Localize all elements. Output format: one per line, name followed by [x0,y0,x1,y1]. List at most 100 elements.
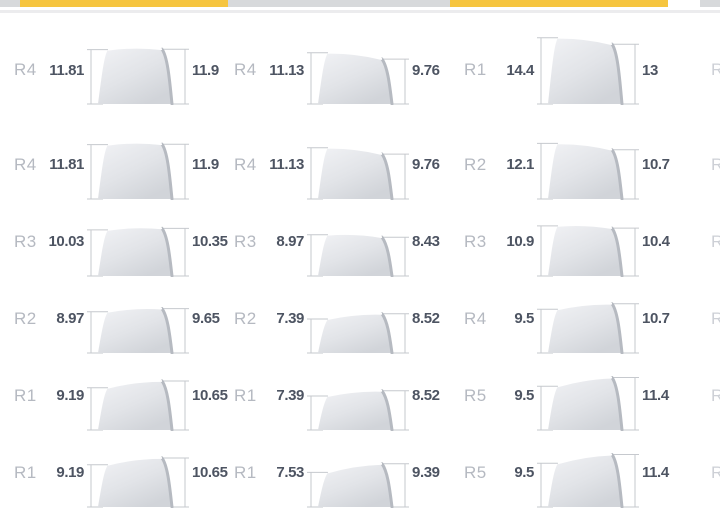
right-height-measurement: 11.9 [192,61,219,79]
keycap-profile-drawing [537,375,639,431]
keycap-shape [318,390,392,430]
left-height-measurement: 10.03 [48,233,84,250]
profile-cell-clipped: R [711,280,720,357]
keycap-shape [318,233,392,276]
right-height-measurement: 9.65 [192,310,220,327]
profile-cell-clipped: R [711,434,720,511]
truncated-header-bar [0,0,720,7]
left-height-measurement: 11.13 [269,156,304,173]
keycap-profile-drawing [307,51,409,105]
right-height-measurement: 8.52 [412,387,440,404]
keycap-profile-drawing [537,36,639,105]
keycap-shape [548,37,622,105]
column-3: R1 14.4 13 R2 12.1 10.7 R3 10.9 10.4 R4 9.5 10.7 R5 9… [452,14,704,511]
right-height-measurement: 10.35 [192,233,228,250]
profile-cell: R4 9.5 10.7 [464,280,704,357]
profile-cell: R3 10.03 10.35 [14,203,254,280]
right-height-measurement: 10.7 [642,156,670,173]
profile-cell-clipped: R [711,203,720,280]
left-height-measurement: 11.81 [49,156,84,173]
profile-cell-clipped: R [711,14,720,126]
row-label: R4 [464,308,487,328]
left-height-measurement: 8.97 [276,233,304,250]
profile-cell: R5 9.5 11.4 [464,434,704,511]
row-label-clipped: R [711,308,720,328]
left-height-measurement: 9.19 [56,464,84,481]
profile-cell: R3 10.9 10.4 [464,203,704,280]
left-height-measurement: 9.5 [514,310,534,327]
profile-cell: R4 11.13 9.76 [234,126,474,203]
keycap-profile-drawing [87,141,189,200]
keycap-shape [98,307,172,353]
keycap-shape [98,47,172,104]
left-height-measurement: 9.5 [514,464,534,481]
row-label: R4 [234,154,257,174]
keycap-profile-drawing [537,141,639,200]
right-height-measurement: 10.65 [192,464,228,481]
keycap-shape [98,226,172,276]
row-label-clipped: R [711,231,720,251]
keycap-profile-drawing [87,225,189,277]
keycap-shape [98,380,172,430]
profile-cell: R4 11.81 11.9 [14,14,254,126]
keycap-profile-drawing [307,461,409,508]
keycap-profile-drawing [307,311,409,354]
left-height-measurement: 12.1 [506,156,534,173]
row-label: R3 [14,231,37,251]
header-segment-2 [228,0,450,7]
row-label: R4 [14,154,37,174]
left-height-measurement: 11.13 [269,61,304,79]
keycap-profile-drawing [537,452,639,508]
left-height-measurement: 9.19 [56,387,84,404]
row-label: R1 [234,385,257,405]
keycap-shape [548,142,622,199]
row-label: R1 [14,462,37,482]
keycap-shape [318,313,392,353]
profile-cell: R4 11.81 11.9 [14,126,254,203]
profile-cell: R3 8.97 8.43 [234,203,474,280]
profile-cell: R2 12.1 10.7 [464,126,704,203]
left-height-measurement: 14.4 [506,61,534,79]
left-height-measurement: 9.5 [514,387,534,404]
column-1: R4 11.81 11.9 R4 11.81 11.9 R3 10.03 10.35 R2 8.97… [0,14,254,511]
left-height-measurement: 7.39 [276,310,304,327]
header-segment-4 [700,0,720,7]
profile-cell: R1 7.39 8.52 [234,357,474,434]
row-label: R1 [14,385,37,405]
keycap-profile-drawing [307,146,409,200]
row-label: R4 [14,60,37,79]
right-height-measurement: 9.76 [412,156,440,173]
header-segment-1 [20,0,228,7]
header-divider-line [0,10,720,13]
keycap-profile-drawing [307,232,409,277]
row-label: R3 [464,231,487,251]
keycap-shape [318,463,392,507]
header-segment-0 [0,0,20,7]
keycap-profile-drawing [87,306,189,354]
right-height-measurement: 10.7 [642,310,670,327]
row-label: R2 [234,308,257,328]
keycap-profile-drawing [537,223,639,277]
keycap-shape [318,147,392,199]
row-label: R2 [464,154,487,174]
left-height-measurement: 7.53 [276,464,304,481]
row-label-clipped: R [711,154,720,174]
keycap-profile-drawing [307,388,409,431]
left-height-measurement: 11.81 [49,61,84,79]
profile-cell-clipped: R [711,126,720,203]
right-height-measurement: 10.4 [642,233,670,250]
right-height-measurement: 11.9 [192,156,219,173]
profile-cell: R5 9.5 11.4 [464,357,704,434]
left-height-measurement: 10.9 [506,233,534,250]
row-label-clipped: R [711,385,720,405]
keycap-shape [318,52,392,104]
row-label-clipped: R [711,462,720,482]
row-label: R1 [234,462,257,482]
keycap-profile-drawing [87,379,189,431]
right-height-measurement: 13 [642,61,658,79]
keycap-profile-drawing [537,301,639,354]
row-label-clipped: R [711,60,720,79]
row-label: R5 [464,462,487,482]
right-height-measurement: 9.39 [412,464,440,481]
left-height-measurement: 8.97 [56,310,84,327]
